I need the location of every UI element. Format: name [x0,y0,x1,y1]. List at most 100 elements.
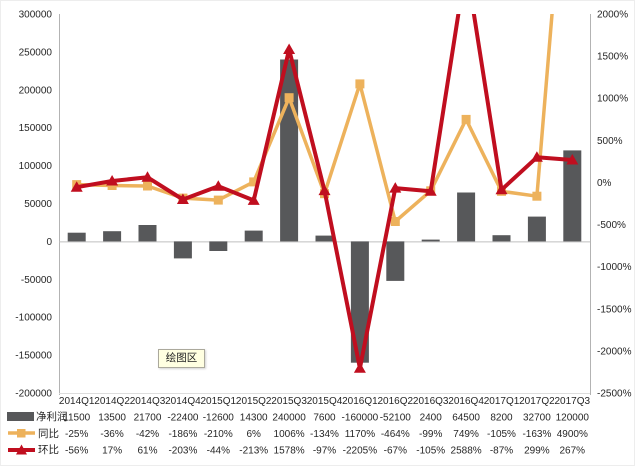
qoq-marker[interactable] [318,184,331,196]
qoq-line-swatch-icon [8,444,35,454]
category-label: 2014Q1 [59,396,95,407]
table-value: 17% [102,446,122,457]
yoy-marker[interactable] [249,177,259,187]
table-value: -203% [168,446,197,457]
table-value: -160000 [342,413,379,424]
table-value: 1170% [345,429,376,440]
table-value: 1006% [274,429,305,440]
yoy-marker[interactable] [461,114,471,124]
bar[interactable] [386,241,405,281]
yoy-line-swatch-icon [8,429,35,438]
bar[interactable] [67,232,86,242]
table-value: 6% [246,429,261,440]
legend-item-qoq[interactable]: 环比 [7,442,59,457]
category-label: 2016Q4 [448,396,484,407]
category-label: 2015Q3 [271,396,307,407]
legend-label-net-profit: 净利润 [36,411,68,423]
category-label: 2017Q3 [555,396,591,407]
table-value: -105% [416,446,445,457]
right-axis-label: 1000% [597,94,628,105]
table-value: 240000 [272,413,306,424]
table-value: -42% [136,429,159,440]
yoy-marker[interactable] [284,93,294,103]
qoq-marker[interactable] [424,185,437,196]
qoq-marker[interactable] [566,154,579,165]
yoy-marker[interactable] [213,195,223,205]
table-value: -36% [100,429,123,440]
yoy-marker[interactable] [143,181,152,191]
qoq-marker[interactable] [530,151,543,162]
bar[interactable] [280,59,299,242]
table-value: 4900% [557,429,588,440]
table-value: -213% [239,446,268,457]
left-axis-label: 0 [46,237,52,248]
qoq-marker[interactable] [495,183,508,195]
left-axis-label: 100000 [19,161,53,172]
bar[interactable] [315,235,334,242]
right-axis-label: -2000% [597,346,632,357]
yoy-marker[interactable] [532,191,542,201]
chart-legend: 净利润 同比 环比 [7,1,87,465]
category-label: 2014Q2 [94,396,130,407]
right-axis-label: -2500% [597,389,632,400]
table-value: -52100 [380,413,412,424]
category-label: 2016Q3 [413,396,449,407]
category-label: 2015Q4 [307,396,343,407]
table-value: 2400 [420,413,443,424]
bar[interactable] [421,239,440,242]
left-axis-label: -100000 [15,313,52,324]
legend-label-yoy: 同比 [38,427,59,440]
bar[interactable] [457,192,476,242]
qoq-marker[interactable] [389,182,402,193]
table-value: -67% [384,446,407,457]
right-axis-label: -1000% [597,262,632,273]
table-value: -134% [310,429,339,440]
right-axis-label: -1500% [597,304,632,315]
table-value: -44% [207,446,230,457]
table-value: 267% [560,446,586,457]
left-axis-label: 250000 [19,47,53,58]
qoq-marker[interactable] [141,171,154,182]
qoq-marker[interactable] [353,362,366,373]
bar[interactable] [103,231,122,242]
legend-item-yoy[interactable]: 同比 [7,426,59,441]
bar[interactable] [350,241,369,363]
table-value: -87% [490,446,513,457]
qoq-marker[interactable] [212,180,225,191]
yoy-marker[interactable] [355,79,365,89]
qoq-line-series [70,14,579,373]
bar[interactable] [492,235,511,242]
category-label: 2015Q1 [201,396,237,407]
plot-area-tooltip[interactable]: 绘图区 [158,349,205,368]
qoq-marker[interactable] [106,175,119,186]
table-value: -2205% [343,446,378,457]
qoq-marker[interactable] [283,43,296,55]
table-value: 120000 [556,413,590,424]
table-value: 64500 [452,413,480,424]
table-value: 61% [137,446,157,457]
qoq-marker[interactable] [176,193,189,205]
bar[interactable] [138,225,157,242]
table-value: -12600 [203,413,235,424]
table-value: -99% [419,429,442,440]
bar[interactable] [563,150,582,242]
left-axis-label: -200000 [15,389,52,400]
legend-item-net-profit[interactable]: 净利润 [7,409,68,424]
bar-series [67,59,582,363]
category-label: 2016Q1 [342,396,378,407]
table-value: 14300 [240,413,268,424]
qoq-marker[interactable] [70,181,83,192]
table-value: -210% [204,429,233,440]
bar[interactable] [173,241,192,259]
qoq-marker[interactable] [247,194,260,205]
bar[interactable] [527,216,546,242]
yoy-marker[interactable] [390,217,400,226]
left-axis-label: 300000 [19,10,53,21]
bar[interactable] [244,230,263,242]
table-value: -105% [487,429,516,440]
bar[interactable] [209,241,228,251]
right-axis-label: 1500% [597,52,628,63]
category-label: 2016Q2 [378,396,414,407]
